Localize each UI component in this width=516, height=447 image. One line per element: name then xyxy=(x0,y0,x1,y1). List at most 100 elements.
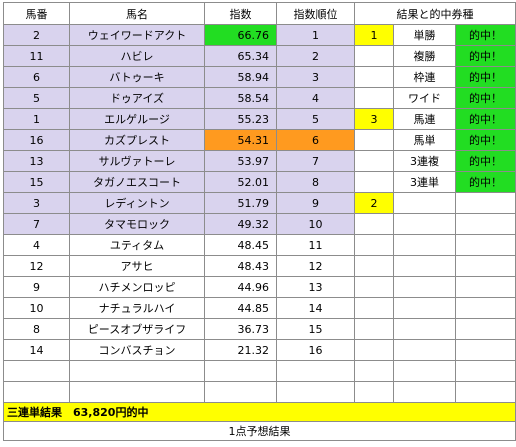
horse-name-cell: ユティタム xyxy=(69,234,205,256)
sanrentan-result-row: 三連単結果 63,820円的中 xyxy=(3,402,516,422)
umaban-cell: 7 xyxy=(3,213,70,235)
result-place-cell xyxy=(354,234,394,256)
result-place-cell xyxy=(354,276,394,298)
ticket-type-cell xyxy=(393,234,456,256)
index-cell: 49.32 xyxy=(204,213,277,235)
ticket-type-cell: ワイド xyxy=(393,87,456,109)
header-horse-name: 馬名 xyxy=(69,2,205,25)
horse-name-cell: ナチュラルハイ xyxy=(69,297,205,319)
result-place-cell xyxy=(354,297,394,319)
result-place-cell: 3 xyxy=(354,108,394,130)
header-row: 馬番 馬名 指数 指数順位 結果と的中券種 xyxy=(3,2,516,25)
umaban-cell: 6 xyxy=(3,66,70,88)
umaban-cell: 8 xyxy=(3,318,70,340)
horse-row: 8 ピースオブザライフ 36.73 15 xyxy=(3,318,516,340)
hit-cell: 的中！ xyxy=(455,24,516,46)
ticket-type-cell: 馬単 xyxy=(393,129,456,151)
result-place-cell: 1 xyxy=(354,24,394,46)
hit-cell xyxy=(455,213,516,235)
ticket-type-cell xyxy=(393,192,456,214)
horse-row: 2 ウェイワードアクト 66.76 1 1 単勝 的中！ xyxy=(3,24,516,46)
horse-row: 5 ドゥアイズ 58.54 4 ワイド 的中！ xyxy=(3,87,516,109)
ticket-type-cell: 単勝 xyxy=(393,24,456,46)
blank-row xyxy=(3,360,516,382)
index-cell: 58.54 xyxy=(204,87,277,109)
hit-cell: 的中！ xyxy=(455,45,516,67)
result-place-cell xyxy=(354,255,394,277)
hit-cell xyxy=(455,297,516,319)
index-rank-cell: 10 xyxy=(276,213,355,235)
ticket-type-cell: 3連単 xyxy=(393,171,456,193)
ticket-type-cell xyxy=(393,297,456,319)
horse-name-cell: ウェイワードアクト xyxy=(69,24,205,46)
umaban-cell: 1 xyxy=(3,108,70,130)
index-rank-cell: 4 xyxy=(276,87,355,109)
index-rank-cell: 11 xyxy=(276,234,355,256)
hit-cell: 的中！ xyxy=(455,66,516,88)
header-index: 指数 xyxy=(204,2,277,25)
result-place-cell xyxy=(354,339,394,361)
index-cell: 53.97 xyxy=(204,150,277,172)
result-place-cell xyxy=(354,87,394,109)
ticket-type-cell: 複勝 xyxy=(393,45,456,67)
umaban-cell: 4 xyxy=(3,234,70,256)
horse-row: 11 ハビレ 65.34 2 複勝 的中！ xyxy=(3,45,516,67)
umaban-cell: 5 xyxy=(3,87,70,109)
index-cell: 44.96 xyxy=(204,276,277,298)
horse-row: 14 コンバスチョン 21.32 16 xyxy=(3,339,516,361)
umaban-cell: 2 xyxy=(3,24,70,46)
result-place-cell xyxy=(354,213,394,235)
index-cell: 51.79 xyxy=(204,192,277,214)
index-rank-cell: 8 xyxy=(276,171,355,193)
hit-cell: 的中！ xyxy=(455,150,516,172)
horse-row: 3 レディントン 51.79 9 2 xyxy=(3,192,516,214)
ticket-type-cell xyxy=(393,255,456,277)
result-place-cell: 2 xyxy=(354,192,394,214)
umaban-cell: 10 xyxy=(3,297,70,319)
index-rank-cell: 2 xyxy=(276,45,355,67)
umaban-cell: 13 xyxy=(3,150,70,172)
umaban-cell: 9 xyxy=(3,276,70,298)
horse-name-cell: バトゥーキ xyxy=(69,66,205,88)
header-umaban: 馬番 xyxy=(3,2,70,25)
index-cell: 54.31 xyxy=(204,129,277,151)
horse-name-cell: エルゲルージ xyxy=(69,108,205,130)
horse-row: 16 カズプレスト 54.31 6 馬単 的中！ xyxy=(3,129,516,151)
index-rank-cell: 1 xyxy=(276,24,355,46)
index-cell: 21.32 xyxy=(204,339,277,361)
hit-cell xyxy=(455,234,516,256)
umaban-cell: 11 xyxy=(3,45,70,67)
index-cell: 36.73 xyxy=(204,318,277,340)
index-cell: 52.01 xyxy=(204,171,277,193)
ticket-type-cell: 枠連 xyxy=(393,66,456,88)
horse-name-cell: アサヒ xyxy=(69,255,205,277)
result-place-cell xyxy=(354,318,394,340)
index-cell: 48.45 xyxy=(204,234,277,256)
result-place-cell xyxy=(354,129,394,151)
index-rank-cell: 15 xyxy=(276,318,355,340)
index-rank-cell: 6 xyxy=(276,129,355,151)
umaban-cell: 3 xyxy=(3,192,70,214)
hit-cell xyxy=(455,276,516,298)
hit-cell: 的中！ xyxy=(455,129,516,151)
umaban-cell: 12 xyxy=(3,255,70,277)
index-rank-cell: 5 xyxy=(276,108,355,130)
horse-row: 6 バトゥーキ 58.94 3 枠連 的中！ xyxy=(3,66,516,88)
blank-row xyxy=(3,381,516,403)
result-place-cell xyxy=(354,150,394,172)
index-cell: 66.76 xyxy=(204,24,277,46)
ticket-type-cell: 馬連 xyxy=(393,108,456,130)
horse-name-cell: ハビレ xyxy=(69,45,205,67)
horse-row: 10 ナチュラルハイ 44.85 14 xyxy=(3,297,516,319)
result-place-cell xyxy=(354,66,394,88)
one-point-prediction-label: 1点予想結果 xyxy=(3,421,516,441)
index-rank-cell: 13 xyxy=(276,276,355,298)
index-rank-cell: 9 xyxy=(276,192,355,214)
ticket-type-cell xyxy=(393,276,456,298)
ticket-type-cell: 3連複 xyxy=(393,150,456,172)
sanrentan-result-banner: 三連単結果 63,820円的中 xyxy=(3,402,516,422)
hit-cell: 的中！ xyxy=(455,108,516,130)
ticket-type-cell xyxy=(393,213,456,235)
header-result-and-hit-tickets: 結果と的中券種 xyxy=(354,2,516,25)
horse-name-cell: サルヴァトーレ xyxy=(69,150,205,172)
